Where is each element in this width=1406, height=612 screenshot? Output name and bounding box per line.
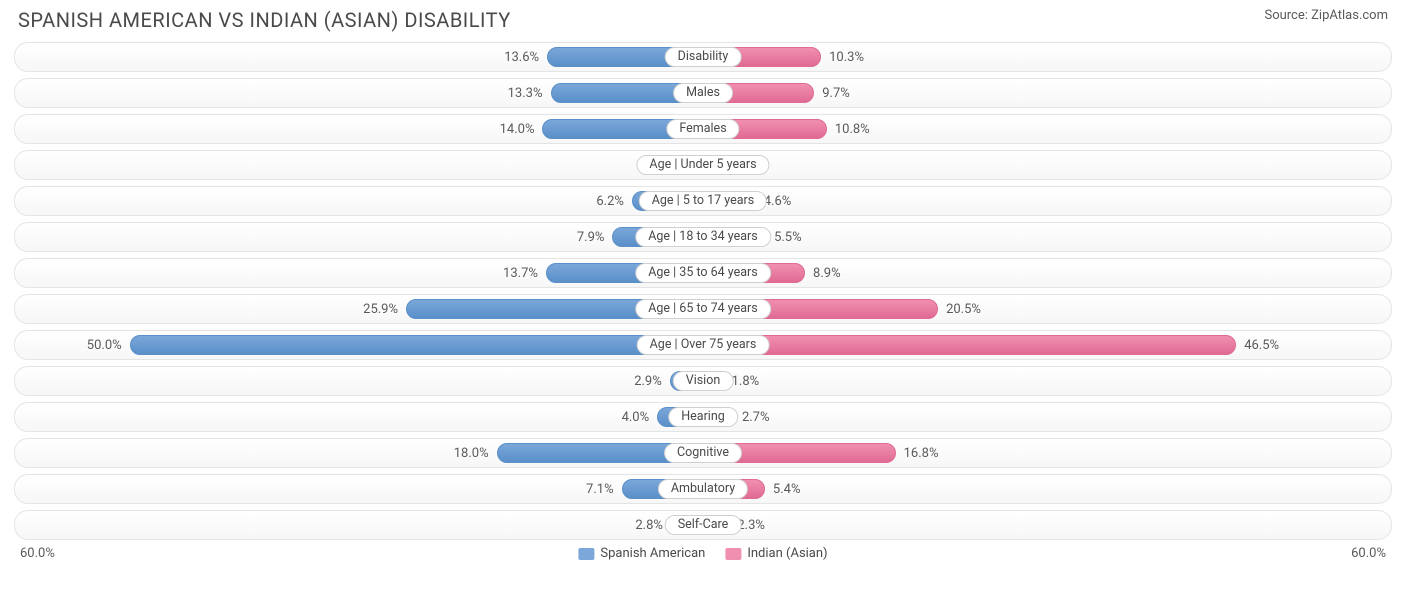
chart-row: 18.0% 16.8% Cognitive: [14, 438, 1392, 468]
category-label: Hearing: [668, 407, 738, 427]
diverging-bar-chart: 13.6%10.3%Disability13.3%9.7%Males14.0%1…: [0, 42, 1406, 540]
legend-item-indian-asian: Indian (Asian): [725, 546, 827, 561]
category-label: Age | 65 to 74 years: [635, 299, 771, 319]
value-label-right: 5.5%: [766, 223, 802, 253]
value-label-right: 2.7%: [734, 403, 770, 433]
category-label: Vision: [673, 371, 734, 391]
category-label: Ambulatory: [658, 479, 748, 499]
category-label: Disability: [665, 47, 742, 67]
value-label-right: 5.4%: [765, 475, 801, 505]
value-label-left: 4.0%: [622, 403, 658, 433]
value-label-left: 13.6%: [504, 43, 547, 73]
category-label: Self-Care: [665, 515, 742, 535]
chart-row: 7.9% 5.5%Age | 18 to 34 years: [14, 222, 1392, 252]
legend-label: Indian (Asian): [747, 546, 827, 561]
value-label-left: 7.1%: [586, 475, 622, 505]
chart-footer: 60.0% Spanish American Indian (Asian) 60…: [0, 546, 1406, 570]
category-label: Age | 18 to 34 years: [635, 227, 771, 247]
chart-row: 1.1%1.0%Age | Under 5 years: [14, 150, 1392, 180]
category-label: Males: [673, 83, 733, 103]
category-label: Age | Over 75 years: [637, 335, 770, 355]
value-label-left: 14.0%: [500, 115, 543, 145]
value-label-left: 7.9%: [577, 223, 613, 253]
value-label-left: 18.0%: [454, 439, 497, 469]
value-label-left: 2.9%: [634, 367, 670, 397]
value-label-right: 20.5%: [938, 295, 981, 325]
value-label-right: 46.5%: [1236, 331, 1279, 361]
legend-item-spanish-american: Spanish American: [578, 546, 705, 561]
value-label-right: 10.8%: [827, 115, 870, 145]
value-label-left: 13.3%: [508, 79, 551, 109]
axis-max-left: 60.0%: [20, 546, 55, 561]
chart-row: 50.0% 46.5% Age | Over 75 years: [14, 330, 1392, 360]
chart-source: Source: ZipAtlas.com: [1264, 8, 1388, 23]
value-label-left: 13.7%: [503, 259, 546, 289]
legend-swatch-icon: [725, 548, 741, 560]
value-label-right: 16.8%: [896, 439, 939, 469]
category-label: Cognitive: [664, 443, 742, 463]
value-label-left: 25.9%: [363, 295, 406, 325]
category-label: Age | Under 5 years: [636, 155, 769, 175]
chart-row: 2.9%1.8%Vision: [14, 366, 1392, 396]
chart-row: 13.3% 9.7% Males: [14, 78, 1392, 108]
axis-max-right: 60.0%: [1351, 546, 1386, 561]
legend-label: Spanish American: [600, 546, 705, 561]
value-label-left: 50.0%: [87, 331, 130, 361]
value-label-left: 6.2%: [596, 187, 632, 217]
category-label: Age | 5 to 17 years: [639, 191, 767, 211]
value-label-right: 8.9%: [805, 259, 841, 289]
chart-row: 2.8%2.3%Self-Care: [14, 510, 1392, 540]
chart-row: 6.2%4.6%Age | 5 to 17 years: [14, 186, 1392, 216]
chart-row: 7.1% 5.4% Ambulatory: [14, 474, 1392, 504]
chart-row: 13.7% 8.9% Age | 35 to 64 years: [14, 258, 1392, 288]
chart-row: 14.0% 10.8% Females: [14, 114, 1392, 144]
chart-row: 25.9% 20.5% Age | 65 to 74 years: [14, 294, 1392, 324]
value-label-right: 9.7%: [814, 79, 850, 109]
chart-row: 4.0% 2.7%Hearing: [14, 402, 1392, 432]
legend: Spanish American Indian (Asian): [578, 546, 827, 561]
chart-header: SPANISH AMERICAN VS INDIAN (ASIAN) DISAB…: [0, 0, 1406, 42]
category-label: Age | 35 to 64 years: [635, 263, 771, 283]
legend-swatch-icon: [578, 548, 594, 560]
value-label-right: 10.3%: [821, 43, 864, 73]
chart-title: SPANISH AMERICAN VS INDIAN (ASIAN) DISAB…: [18, 8, 511, 32]
category-label: Females: [666, 119, 739, 139]
bar-spanish-american: [130, 335, 703, 355]
chart-row: 13.6% 10.3% Disability: [14, 42, 1392, 72]
bar-indian-asian: [703, 335, 1236, 355]
